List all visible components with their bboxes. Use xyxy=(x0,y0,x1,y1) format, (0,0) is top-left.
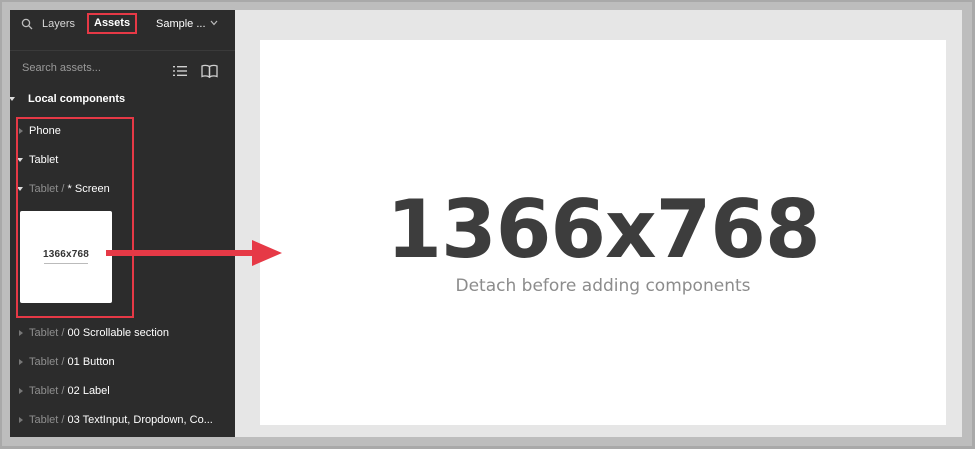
caret-down-icon xyxy=(17,158,23,162)
local-components-header[interactable]: Local components xyxy=(10,90,235,108)
item-label: * Screen xyxy=(67,183,110,195)
item-prefix: Tablet / xyxy=(29,414,68,426)
caret-down-icon xyxy=(17,187,23,191)
component-textinput[interactable]: Tablet / 03 TextInput, Dropdown, Co... xyxy=(10,411,235,429)
item-label: 00 Scrollable section xyxy=(67,327,170,339)
asset-search-row xyxy=(10,50,235,78)
section-title: Local components xyxy=(28,93,126,105)
screen-resolution-title: 1366x768 xyxy=(386,183,820,276)
panel-tabs: Layers Assets Sample ... xyxy=(10,10,235,40)
item-prefix: Tablet / xyxy=(29,183,68,195)
component-scrollable-section[interactable]: Tablet / 00 Scrollable section xyxy=(10,324,235,342)
screen-subtitle: Detach before adding components xyxy=(455,276,751,296)
page-selector[interactable]: Sample ... xyxy=(156,18,206,30)
component-group-phone[interactable]: Phone xyxy=(10,122,235,140)
caret-right-icon xyxy=(19,128,23,134)
component-group-tablet-screen[interactable]: Tablet / * Screen xyxy=(10,180,235,198)
item-prefix: Tablet / xyxy=(29,327,68,339)
list-view-icon[interactable] xyxy=(173,65,187,77)
item-prefix: Tablet / xyxy=(29,356,68,368)
component-button[interactable]: Tablet / 01 Button xyxy=(10,353,235,371)
highlight-annotation-box xyxy=(16,117,134,318)
component-label[interactable]: Tablet / 02 Label xyxy=(10,382,235,400)
caret-right-icon xyxy=(19,330,23,336)
caret-right-icon xyxy=(19,388,23,394)
caret-down-icon xyxy=(10,97,15,101)
component-group-tablet[interactable]: Tablet xyxy=(10,151,235,169)
caret-right-icon xyxy=(19,417,23,423)
chevron-down-icon[interactable] xyxy=(210,20,218,26)
caret-right-icon xyxy=(19,359,23,365)
item-label: 01 Button xyxy=(67,356,115,368)
screen-frame[interactable]: 1366x768 Detach before adding components xyxy=(260,40,946,425)
item-label: 02 Label xyxy=(67,385,110,397)
tab-assets[interactable]: Assets xyxy=(87,13,138,34)
thumbnail-subtitle-line xyxy=(44,263,88,264)
tab-layers[interactable]: Layers xyxy=(42,18,76,30)
item-label: 03 TextInput, Dropdown, Co... xyxy=(67,414,213,426)
arrow-right-icon xyxy=(106,240,282,266)
design-canvas[interactable]: 1366x768 Detach before adding components xyxy=(235,10,962,437)
search-icon[interactable] xyxy=(21,18,33,30)
thumbnail-resolution: 1366x768 xyxy=(42,249,90,260)
item-label: Tablet xyxy=(29,154,59,166)
item-label: Phone xyxy=(29,125,61,137)
search-assets-input[interactable] xyxy=(22,60,162,76)
component-thumbnail[interactable]: 1366x768 xyxy=(20,211,112,303)
library-book-icon[interactable] xyxy=(201,64,218,78)
item-prefix: Tablet / xyxy=(29,385,68,397)
assets-sidebar: Layers Assets Sample ... Local component… xyxy=(10,10,235,437)
